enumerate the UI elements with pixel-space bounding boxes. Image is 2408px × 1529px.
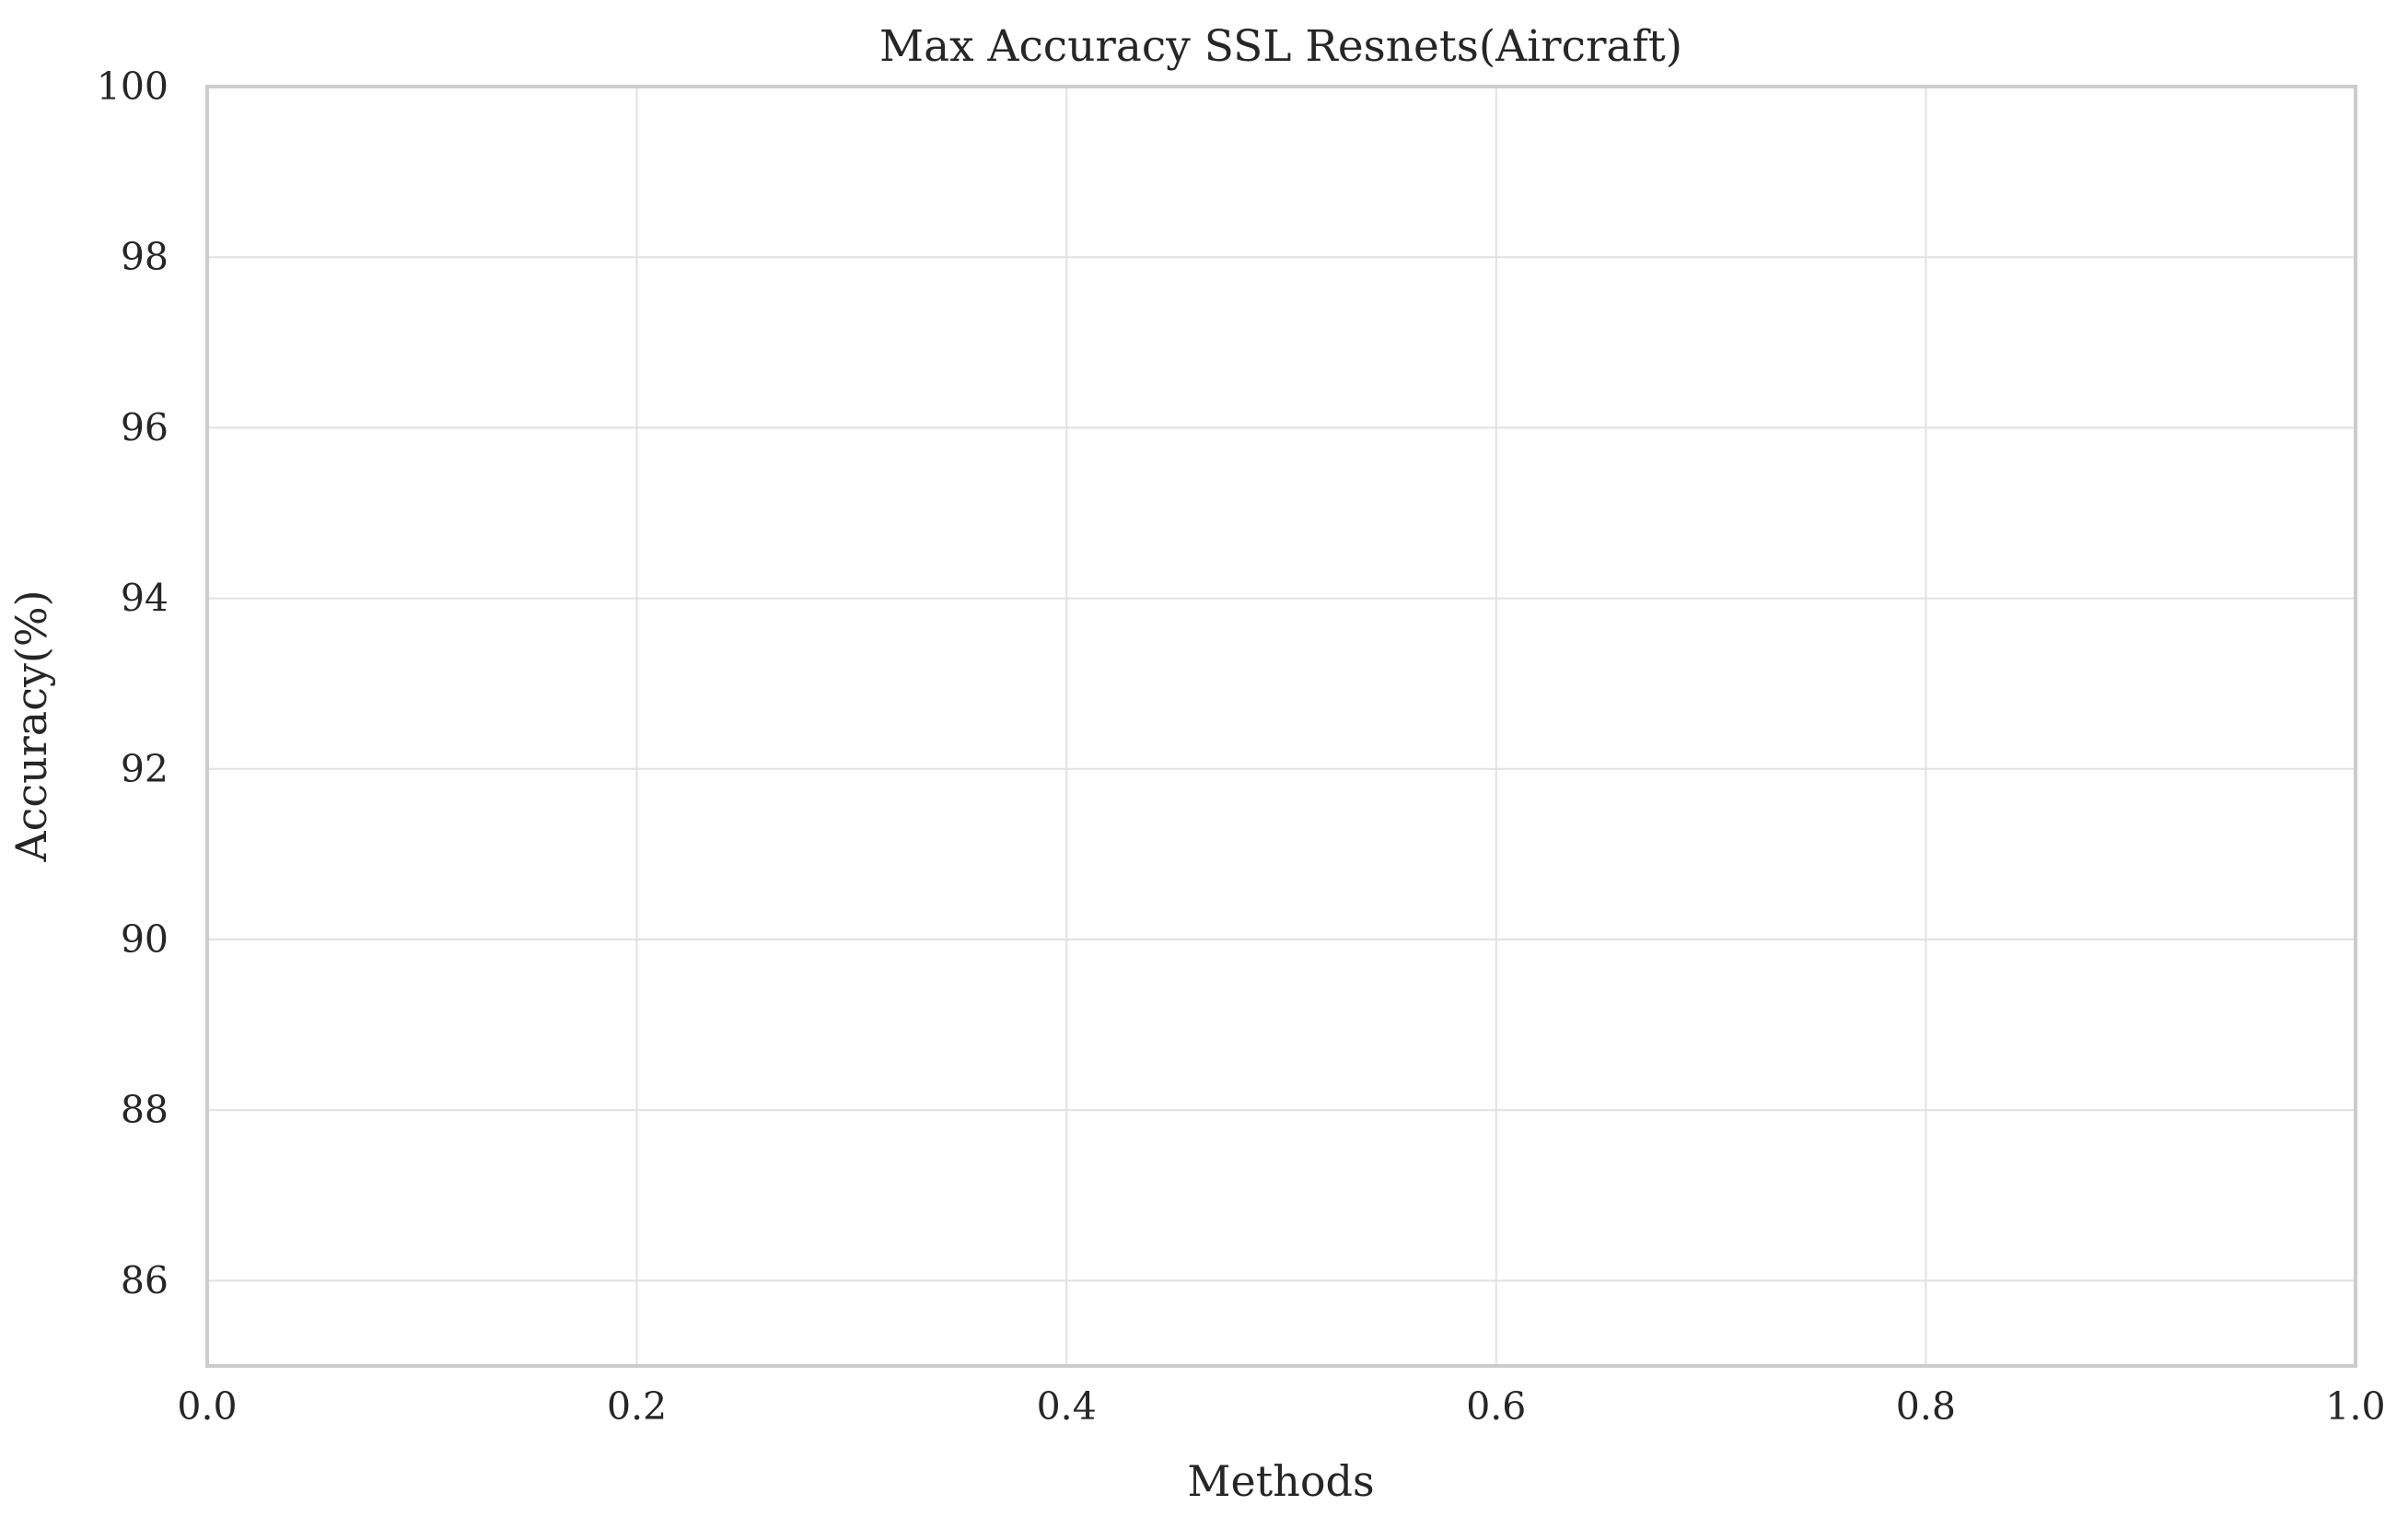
y-axis-label: Accuracy(%) (6, 589, 56, 862)
x-tick-label: 0.2 (607, 1384, 667, 1429)
x-axis-label: Methods (1187, 1456, 1374, 1506)
x-tick-label: 0.6 (1466, 1384, 1526, 1429)
chart-title: Max Accuracy SSL Resnets(Aircraft) (879, 21, 1682, 72)
y-tick-label: 86 (121, 1258, 169, 1302)
y-tick-label: 88 (121, 1088, 169, 1132)
y-tick-label: 94 (121, 577, 169, 621)
y-tick-label: 92 (121, 747, 169, 791)
y-tick-labels: 86 88 90 92 94 96 98 100 (97, 64, 169, 1302)
x-tick-label: 0.8 (1896, 1384, 1956, 1429)
plot-frame (205, 85, 2357, 1368)
y-tick-label: 100 (97, 64, 169, 109)
y-tick-label: 90 (121, 917, 169, 962)
x-tick-labels: 0.0 0.2 0.4 0.6 0.8 1.0 (177, 1384, 2385, 1429)
y-tick-label: 98 (121, 235, 169, 279)
x-tick-label: 0.0 (177, 1384, 237, 1429)
x-tick-label: 0.4 (1037, 1384, 1097, 1429)
y-tick-label: 96 (121, 405, 169, 449)
x-tick-label: 1.0 (2325, 1384, 2385, 1429)
